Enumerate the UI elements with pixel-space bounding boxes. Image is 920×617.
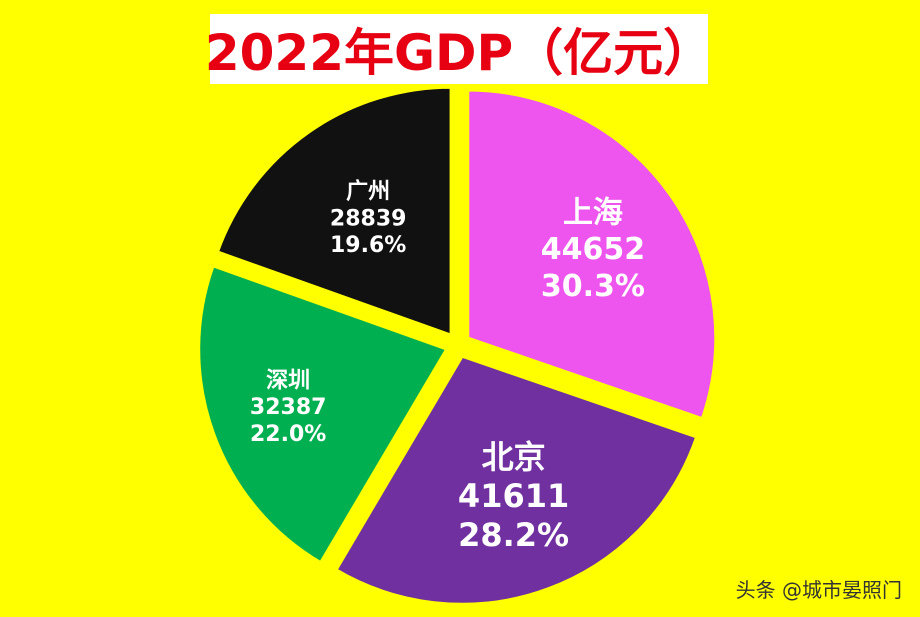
slice-percent-label: 30.3%	[541, 269, 645, 304]
slice-name-label: 上海	[563, 196, 623, 231]
chart-title: 2022年GDP（亿元）	[204, 24, 714, 82]
pie-slice-4	[215, 85, 453, 338]
chart-title-box: 2022年GDP（亿元）	[205, 14, 713, 84]
slice-value-label: 44652	[541, 232, 645, 267]
slice-name-label: 广州	[346, 179, 390, 205]
slice-value-label: 28839	[330, 206, 407, 231]
pie-slice-1	[466, 88, 718, 421]
slice-value-label: 32387	[250, 395, 327, 420]
pie-slice-2	[334, 354, 699, 606]
watermark: 头条 @城市晏照门	[735, 578, 902, 602]
slice-percent-label: 22.0%	[250, 422, 326, 447]
slice-name-label: 深圳	[266, 368, 310, 393]
slice-value-label: 41611	[458, 477, 569, 515]
slice-percent-label: 19.6%	[330, 233, 406, 258]
pie-slice-3	[197, 263, 449, 565]
slice-percent-label: 28.2%	[458, 516, 569, 554]
slice-name-label: 北京	[482, 438, 546, 476]
pie-slices	[197, 85, 718, 606]
